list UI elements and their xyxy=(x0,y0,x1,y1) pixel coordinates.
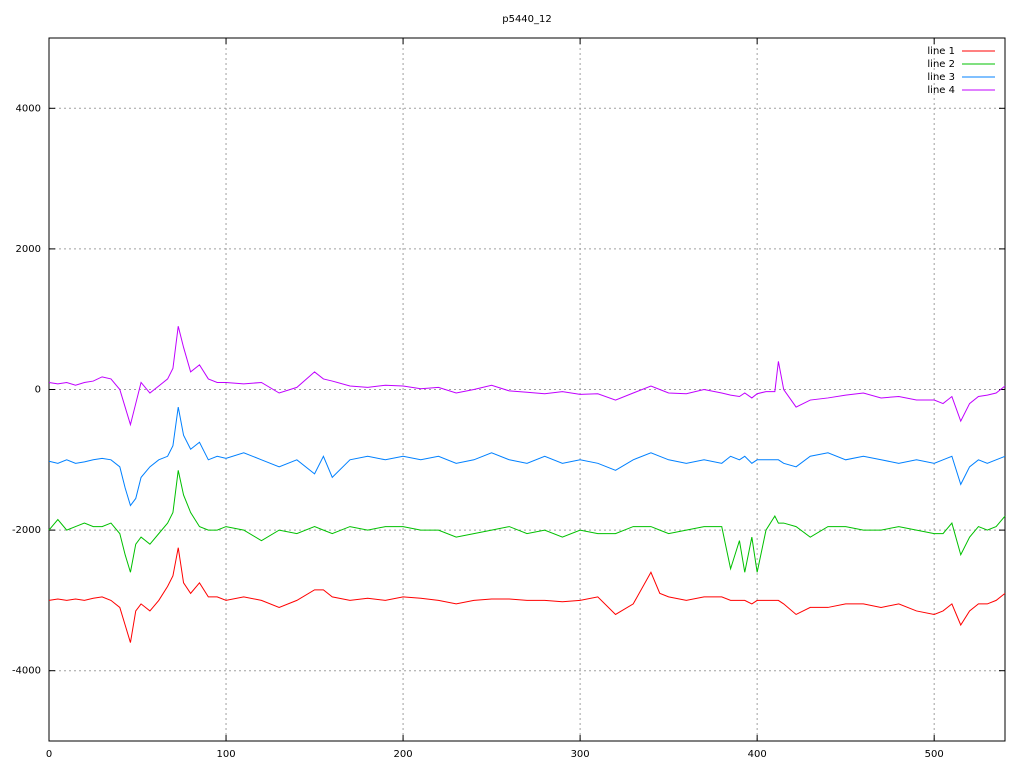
chart-title: p5440_12 xyxy=(502,14,552,25)
y-tick-label: 0 xyxy=(35,385,41,396)
data-line xyxy=(48,547,1006,643)
legend-label: line 2 xyxy=(927,59,955,70)
legend-label: line 4 xyxy=(927,85,955,96)
y-tick-label: -4000 xyxy=(12,666,41,677)
plot-border xyxy=(48,37,1006,742)
y-tick-label: 2000 xyxy=(16,244,41,255)
x-tick-label: 0 xyxy=(46,749,52,760)
x-tick-label: 100 xyxy=(216,749,235,760)
data-line xyxy=(48,406,1006,507)
legend-label: line 1 xyxy=(927,46,955,57)
x-tick-label: 500 xyxy=(925,749,944,760)
legend-label: line 3 xyxy=(927,72,955,83)
x-tick-label: 200 xyxy=(394,749,413,760)
x-tick-label: 400 xyxy=(748,749,767,760)
y-tick-label: -2000 xyxy=(12,525,41,536)
y-tick-label: 4000 xyxy=(16,103,41,114)
data-line xyxy=(48,470,1006,573)
x-tick-label: 300 xyxy=(571,749,590,760)
data-line xyxy=(48,326,1006,427)
